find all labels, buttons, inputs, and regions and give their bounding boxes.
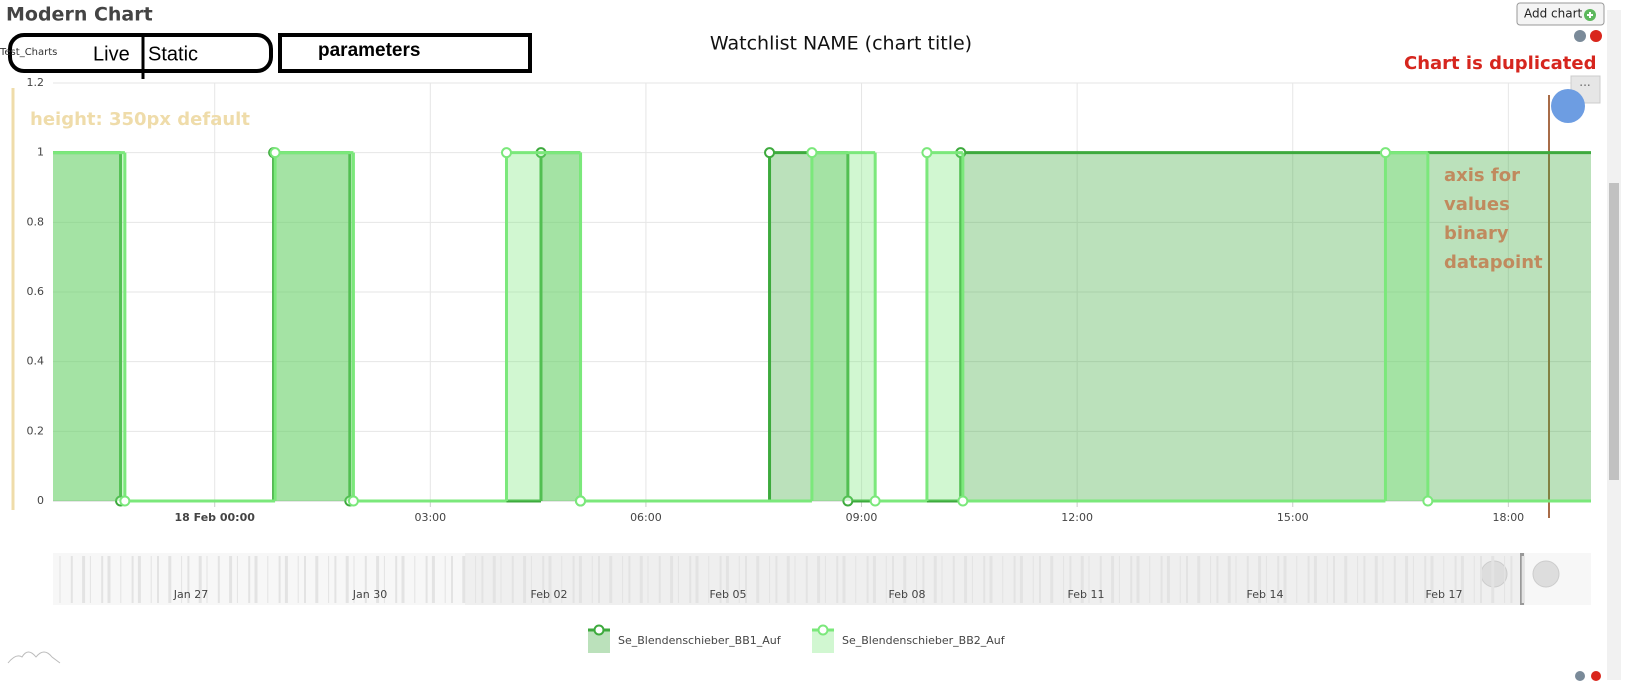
y-tick-label: 0.2	[27, 424, 45, 437]
static-button[interactable]: Static	[148, 43, 198, 65]
area-segment	[960, 152, 1591, 501]
parameters-button[interactable]: parameters	[318, 40, 420, 61]
chart-title: Watchlist NAME (chart title)	[710, 33, 972, 55]
point-marker	[764, 147, 776, 159]
add-chart-button[interactable]	[1516, 2, 1605, 26]
annotation: datapoint	[1444, 252, 1543, 273]
x-tick-label: 18 Feb 00:00	[175, 511, 256, 524]
point-marker	[806, 147, 818, 159]
add-chart-label: Add chart	[1524, 7, 1583, 21]
legend-symbol	[588, 629, 610, 653]
point-marker	[119, 495, 131, 507]
navigator-handle[interactable]	[1532, 560, 1560, 588]
point-marker	[347, 495, 359, 507]
x-tick-label: 15:00	[1277, 511, 1309, 524]
annotation: binary	[1444, 223, 1509, 244]
blue-badge	[1551, 89, 1585, 123]
x-tick-label: 06:00	[630, 511, 662, 524]
legend-label: Se_Blendenschieber_BB1_Auf	[618, 634, 782, 647]
watchlist-select[interactable]: Test_Charts	[0, 47, 57, 58]
legend-marker	[817, 624, 829, 636]
menu-button-label: ···	[1579, 79, 1590, 93]
navigator-label: Jan 30	[352, 588, 387, 601]
x-tick-label: 09:00	[846, 511, 878, 524]
logo	[7, 651, 61, 664]
area-segment	[273, 152, 350, 501]
x-tick-label: 12:00	[1061, 511, 1093, 524]
navigator-label: Feb 11	[1068, 588, 1105, 601]
area-segment	[53, 152, 121, 501]
navigator-label: Feb 14	[1247, 588, 1284, 601]
area-segment	[1385, 152, 1428, 501]
legend-label: Se_Blendenschieber_BB2_Auf	[842, 634, 1006, 647]
x-tick-label: 03:00	[414, 511, 446, 524]
area-segment	[506, 152, 581, 501]
annotation: axis for	[1444, 165, 1520, 186]
navigator-label: Jan 27	[173, 588, 208, 601]
y-tick-label: 1.2	[27, 76, 45, 89]
area-segment	[926, 152, 963, 501]
navigator-label: Feb 17	[1426, 588, 1463, 601]
remove-icon[interactable]	[1591, 671, 1601, 681]
point-marker	[842, 495, 854, 507]
y-tick-label: 0	[37, 494, 44, 507]
point-marker	[1379, 147, 1391, 159]
mode-box	[8, 33, 273, 73]
page-title: Modern Chart	[6, 4, 153, 26]
legend-marker	[593, 624, 605, 636]
area-segment	[275, 152, 354, 501]
point-marker	[269, 147, 281, 159]
area-segment	[769, 152, 848, 501]
live-button[interactable]: Live	[93, 43, 130, 65]
scrollbar-thumb[interactable]	[1609, 183, 1619, 480]
navigator-label: Feb 08	[889, 588, 926, 601]
point-marker	[869, 495, 881, 507]
parameters-box	[278, 33, 532, 73]
point-marker	[1422, 495, 1434, 507]
navigator-label: Feb 05	[710, 588, 747, 601]
y-tick-label: 0.4	[27, 355, 45, 368]
y-tick-label: 0.8	[27, 215, 45, 228]
y-tick-label: 0.6	[27, 285, 45, 298]
x-tick-label: 18:00	[1492, 511, 1524, 524]
point-marker	[957, 495, 969, 507]
area-segment	[811, 152, 876, 501]
point-marker	[921, 147, 933, 159]
y-tick-label: 1	[37, 146, 44, 159]
navigator-label: Feb 02	[531, 588, 568, 601]
remove-icon[interactable]	[1590, 30, 1602, 42]
annotation: height: 350px default	[30, 109, 250, 130]
settings-icon[interactable]	[1574, 30, 1586, 42]
annotation: Chart is duplicated	[1404, 53, 1597, 74]
area-segment	[540, 152, 581, 501]
annotation: values	[1444, 194, 1510, 215]
settings-icon[interactable]	[1575, 671, 1585, 681]
area-segment	[53, 152, 125, 501]
navigator-range	[465, 553, 1525, 605]
point-marker	[575, 495, 587, 507]
legend-symbol	[812, 629, 834, 653]
point-marker	[500, 147, 512, 159]
add-icon-plus	[1587, 12, 1593, 18]
